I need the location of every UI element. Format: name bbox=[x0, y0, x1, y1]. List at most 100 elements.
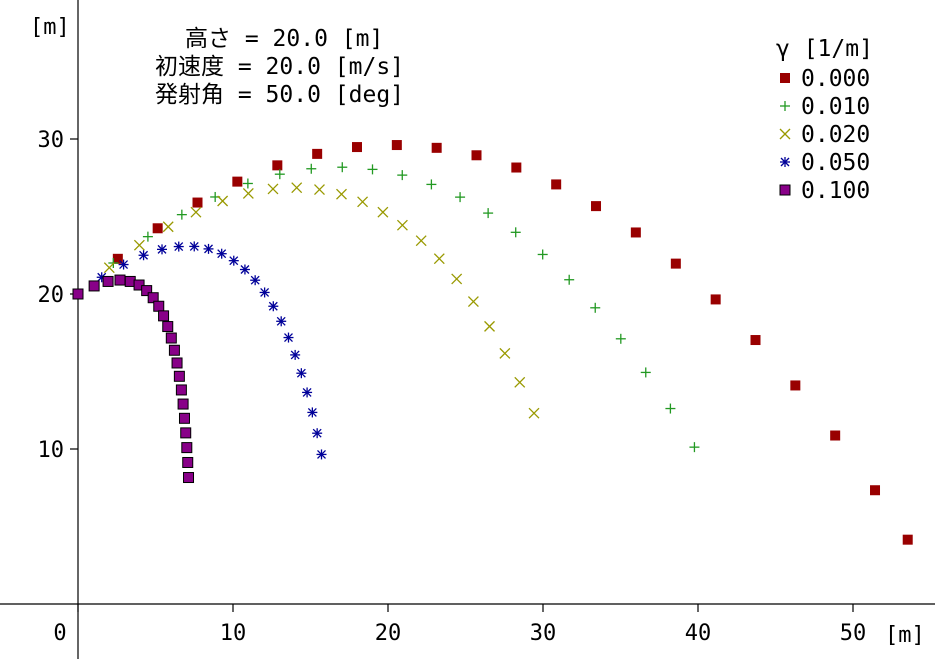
data-point bbox=[216, 248, 227, 259]
data-point bbox=[710, 294, 721, 305]
legend-label: 0.100 bbox=[801, 178, 870, 204]
data-point bbox=[242, 178, 253, 189]
data-point bbox=[173, 241, 184, 252]
data-point bbox=[88, 280, 100, 292]
data-point bbox=[590, 302, 601, 313]
data-point bbox=[352, 142, 362, 153]
data-point bbox=[591, 201, 602, 212]
data-point bbox=[564, 274, 575, 285]
data-point bbox=[171, 357, 183, 369]
series-0.050 bbox=[73, 241, 327, 460]
data-point bbox=[158, 310, 170, 322]
data-point bbox=[290, 349, 301, 360]
data-point bbox=[165, 332, 177, 344]
data-point bbox=[272, 160, 283, 171]
data-point bbox=[337, 162, 348, 173]
data-point bbox=[314, 184, 325, 195]
data-point bbox=[189, 241, 200, 252]
data-point bbox=[471, 150, 482, 161]
data-point bbox=[307, 407, 318, 418]
data-point bbox=[142, 231, 153, 242]
data-point bbox=[192, 197, 203, 208]
legend-marker bbox=[779, 184, 791, 196]
data-point bbox=[902, 534, 913, 545]
data-point bbox=[451, 273, 463, 285]
x-tick-label: 30 bbox=[530, 621, 557, 646]
legend-label: 0.020 bbox=[801, 122, 870, 148]
data-point bbox=[670, 258, 681, 269]
data-point bbox=[177, 398, 189, 410]
data-point bbox=[162, 221, 174, 233]
data-point bbox=[630, 227, 641, 238]
data-point bbox=[175, 384, 187, 396]
data-point bbox=[537, 249, 548, 260]
data-point bbox=[103, 262, 115, 274]
data-point bbox=[291, 182, 303, 194]
data-point bbox=[296, 368, 307, 379]
data-point bbox=[118, 259, 129, 270]
data-point bbox=[190, 206, 202, 218]
data-point bbox=[173, 370, 185, 382]
legend-item: 0.000 bbox=[780, 66, 870, 92]
data-point bbox=[551, 179, 562, 190]
data-point bbox=[182, 456, 194, 468]
data-point bbox=[870, 485, 881, 496]
data-point bbox=[180, 427, 192, 439]
y-axis-label: [m] bbox=[30, 15, 70, 40]
data-point bbox=[112, 253, 123, 264]
data-point bbox=[114, 274, 126, 286]
data-point bbox=[790, 380, 801, 391]
legend-title: γ [1/m] bbox=[776, 36, 873, 62]
data-point bbox=[168, 344, 180, 356]
x-tick-label: 0 bbox=[53, 621, 66, 646]
legend-marker bbox=[780, 101, 790, 111]
data-point bbox=[483, 208, 494, 219]
x-tick-label: 10 bbox=[220, 621, 247, 646]
x-tick-label: 50 bbox=[840, 621, 867, 646]
data-point bbox=[510, 227, 521, 238]
legend-marker bbox=[780, 157, 790, 167]
data-point bbox=[391, 140, 402, 151]
data-point bbox=[431, 142, 442, 153]
legend-label: 0.000 bbox=[801, 66, 870, 92]
data-point bbox=[242, 187, 254, 199]
data-point bbox=[484, 320, 495, 332]
data-point bbox=[467, 296, 479, 308]
plot-area bbox=[72, 140, 913, 545]
data-point bbox=[162, 321, 174, 333]
data-point bbox=[511, 162, 522, 173]
legend-marker bbox=[780, 73, 790, 83]
data-point bbox=[259, 287, 270, 298]
x-tick-label: 20 bbox=[375, 621, 402, 646]
data-point bbox=[396, 219, 408, 231]
data-point bbox=[689, 442, 700, 453]
data-point bbox=[138, 250, 149, 261]
data-point bbox=[302, 387, 313, 398]
data-point bbox=[415, 235, 427, 247]
series-0.100 bbox=[72, 274, 195, 484]
data-point bbox=[72, 288, 84, 300]
data-point bbox=[336, 188, 347, 200]
series-0.000 bbox=[73, 140, 913, 545]
data-point bbox=[433, 253, 445, 265]
legend-marker bbox=[779, 128, 791, 140]
data-point bbox=[397, 170, 408, 181]
data-point bbox=[357, 196, 369, 208]
legend-item: 0.020 bbox=[779, 122, 870, 148]
data-point bbox=[514, 376, 526, 388]
data-point bbox=[228, 255, 239, 266]
data-point bbox=[133, 279, 145, 291]
y-tick-label: 20 bbox=[38, 283, 65, 308]
annotation-velocity: 初速度 = 20.0 [m/s] bbox=[155, 54, 404, 80]
data-point bbox=[203, 243, 214, 254]
data-point bbox=[181, 442, 193, 454]
data-point bbox=[665, 403, 676, 414]
data-point bbox=[640, 367, 651, 378]
data-point bbox=[102, 275, 114, 287]
data-point bbox=[306, 163, 317, 174]
data-point bbox=[178, 412, 190, 424]
